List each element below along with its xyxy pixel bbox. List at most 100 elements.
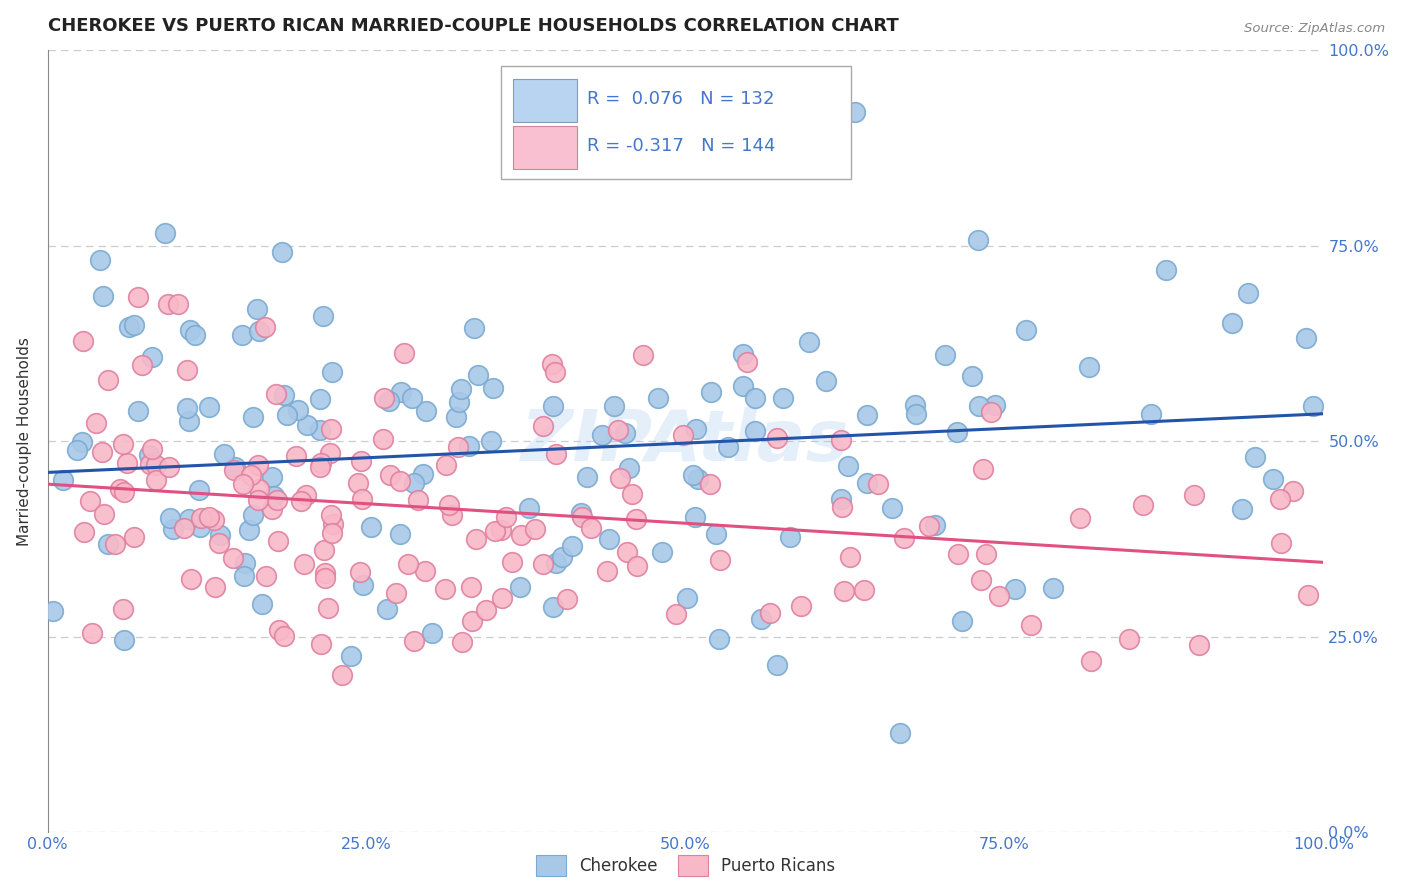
Point: [626, 558, 648, 573]
Point: [295, 418, 318, 433]
Point: [1270, 536, 1292, 550]
Point: [946, 425, 969, 439]
Point: [624, 512, 647, 526]
Point: [250, 597, 273, 611]
Point: [173, 521, 195, 535]
Point: [246, 301, 269, 316]
Point: [292, 557, 315, 571]
Point: [402, 634, 425, 648]
Point: [467, 368, 489, 383]
Point: [700, 385, 723, 400]
Point: [447, 395, 470, 409]
Point: [613, 425, 636, 440]
Point: [1132, 498, 1154, 512]
Point: [609, 471, 631, 485]
Point: [616, 545, 638, 559]
Point: [437, 498, 460, 512]
Point: [112, 633, 135, 648]
Point: [598, 532, 620, 546]
Point: [880, 500, 903, 515]
Point: [122, 530, 145, 544]
Point: [318, 600, 340, 615]
Point: [167, 297, 190, 311]
Point: [350, 492, 373, 507]
Point: [177, 414, 200, 428]
Point: [1296, 588, 1319, 602]
Point: [176, 363, 198, 377]
Point: [575, 469, 598, 483]
Point: [179, 323, 201, 337]
Point: [238, 523, 260, 537]
Point: [412, 467, 434, 481]
Point: [1302, 399, 1324, 413]
Point: [465, 532, 488, 546]
Point: [208, 535, 231, 549]
Point: [93, 508, 115, 522]
Point: [451, 635, 474, 649]
Point: [581, 521, 603, 535]
Point: [321, 365, 343, 379]
Point: [591, 427, 613, 442]
Point: [1019, 618, 1042, 632]
Point: [631, 348, 654, 362]
Point: [832, 584, 855, 599]
Point: [482, 381, 505, 395]
Point: [389, 526, 412, 541]
Point: [685, 422, 707, 436]
Point: [308, 459, 330, 474]
Point: [1004, 582, 1026, 596]
Point: [122, 318, 145, 333]
Point: [758, 606, 780, 620]
Point: [231, 328, 253, 343]
Point: [1244, 450, 1267, 465]
Point: [247, 324, 270, 338]
FancyBboxPatch shape: [513, 126, 576, 169]
Point: [112, 601, 135, 615]
Point: [868, 476, 890, 491]
Point: [110, 483, 132, 497]
Point: [373, 391, 395, 405]
Point: [1139, 407, 1161, 421]
Point: [479, 434, 502, 448]
Point: [273, 629, 295, 643]
Point: [177, 512, 200, 526]
Point: [222, 551, 245, 566]
Point: [141, 442, 163, 457]
Point: [41, 604, 63, 618]
Point: [749, 612, 772, 626]
Point: [309, 456, 332, 470]
Point: [744, 392, 766, 406]
Point: [309, 423, 332, 437]
Point: [314, 571, 336, 585]
Point: [544, 365, 567, 379]
Point: [415, 404, 437, 418]
Point: [647, 391, 669, 405]
Text: ZIPAtlas: ZIPAtlas: [522, 407, 849, 475]
Point: [392, 346, 415, 360]
Y-axis label: Married-couple Households: Married-couple Households: [17, 336, 32, 546]
Point: [607, 423, 630, 437]
Point: [1042, 581, 1064, 595]
Point: [531, 557, 554, 571]
Point: [540, 357, 562, 371]
Point: [66, 443, 89, 458]
Point: [204, 580, 226, 594]
Point: [1078, 359, 1101, 374]
Point: [1268, 491, 1291, 506]
Text: R = -0.317   N = 144: R = -0.317 N = 144: [588, 137, 776, 155]
Point: [413, 564, 436, 578]
Point: [621, 487, 644, 501]
Point: [352, 578, 374, 592]
Point: [830, 491, 852, 506]
Point: [987, 589, 1010, 603]
Point: [524, 522, 547, 536]
Point: [983, 398, 1005, 412]
Point: [322, 517, 344, 532]
Point: [491, 591, 513, 605]
Point: [676, 591, 699, 606]
Point: [375, 602, 398, 616]
Point: [889, 726, 911, 740]
Point: [401, 391, 423, 405]
Point: [212, 446, 235, 460]
Point: [461, 615, 484, 629]
